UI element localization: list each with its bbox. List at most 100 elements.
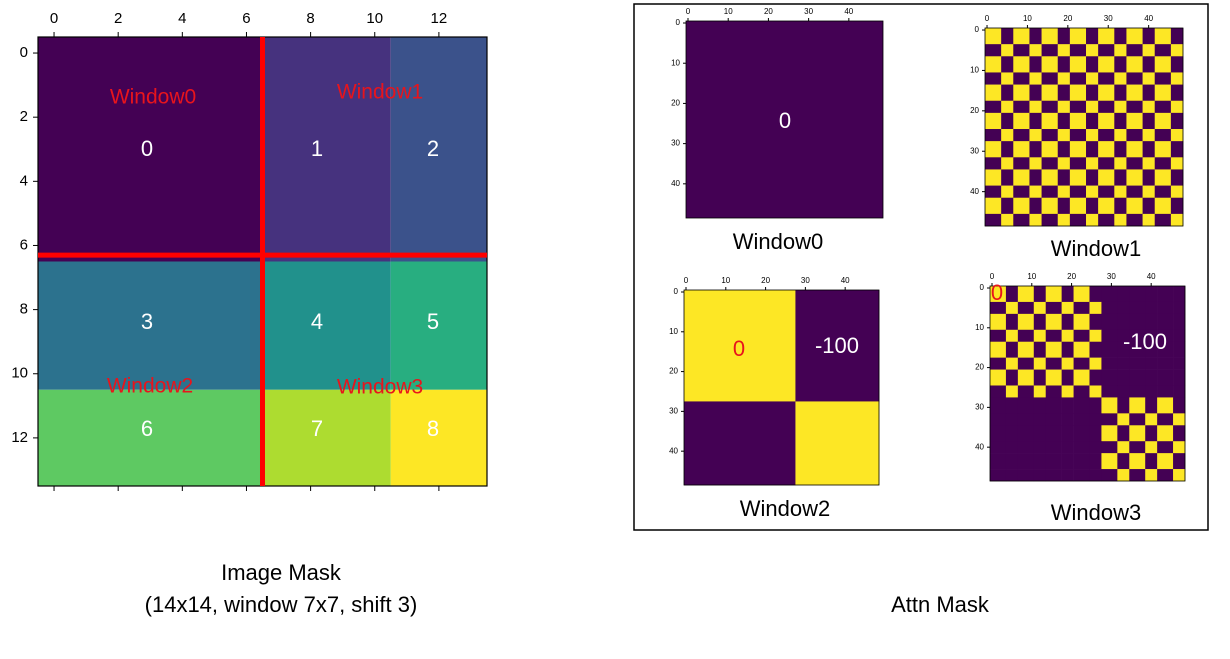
attn-cell [1117,329,1130,343]
attn-cell [1013,84,1030,102]
caption: (14x14, window 7x7, shift 3) [145,592,418,617]
attn-cell [1170,197,1184,215]
attn-cell [985,169,1002,186]
attn-cell [1045,469,1062,482]
region-label: 7 [311,416,323,441]
attn-cell [1033,357,1047,370]
attn-cell [1117,441,1130,454]
y-tick-label: 30 [671,139,680,148]
attn-cell [1129,441,1146,454]
attn-cell [1033,453,1047,470]
region-label: 1 [311,136,323,161]
attn-cell [1157,385,1174,398]
attn-cell [1173,329,1186,343]
x-tick-label: 4 [178,10,186,27]
attn-cell [1073,329,1090,343]
attn-cell [1157,413,1174,426]
attn-cell [1017,313,1035,331]
y-tick-label: 30 [975,402,984,411]
caption: Image Mask [221,560,342,585]
attn-cell [1126,213,1143,227]
attn-cell [1101,413,1118,426]
attn-cell [1017,385,1035,398]
attn-cell [1005,301,1019,315]
y-tick-label: 2 [20,108,28,125]
x-tick-label: 2 [114,10,122,27]
attn-cell [1157,369,1174,386]
attn-cell [1089,286,1102,303]
attn-cell [1157,329,1174,343]
y-tick-label: 20 [669,367,678,376]
attn-cell [1114,44,1127,57]
attn-cell [1170,141,1184,158]
attn-cell [1170,56,1184,73]
attn-cell [1001,169,1014,186]
attn-cell [1029,129,1042,142]
attn-cell [1061,397,1074,414]
attn-cell [1045,397,1062,414]
attn-cell [1114,84,1127,102]
attn-cell [1101,329,1118,343]
attn-cell [1117,369,1130,386]
attn-cell [1086,72,1099,85]
attn-cell [1114,100,1127,114]
y-tick-label: 6 [20,236,28,253]
y-tick-label: 30 [669,406,678,415]
attn-cell [1041,197,1059,215]
attn-cell [1001,84,1014,102]
attn-cell [985,44,1002,57]
x-tick-label: 20 [764,7,773,16]
attn-cell [1089,329,1102,343]
attn-cell [1086,84,1099,102]
attn-cell [1129,453,1146,470]
attn-cell [1061,357,1074,370]
attn-cell [1101,469,1118,482]
y-tick-label: 10 [11,365,28,382]
attn-cell [1013,44,1030,57]
attn-cell [1145,357,1158,370]
attn-cell [1041,213,1059,227]
attn-cell [990,469,1007,482]
attn-cell [1013,185,1030,199]
attn-cell [1005,453,1019,470]
attn-cell [990,341,1007,358]
attn-cell [1117,453,1130,470]
annotation: 0 [991,280,1003,305]
attn-cell [1098,84,1115,102]
x-tick-label: 6 [242,10,250,27]
attn-cell [1170,129,1184,142]
attn-cell [1073,369,1090,386]
attn-cell [1117,286,1130,303]
attn-cell [1154,72,1172,85]
y-tick-label: 40 [975,442,984,451]
attn-cell [1142,44,1156,57]
attn-cell [795,401,880,486]
attn-cell [1057,28,1071,45]
attn-cell [1061,425,1074,442]
attn-cell [1145,453,1158,470]
attn-cell [1057,157,1071,170]
x-tick-label: 10 [724,7,733,16]
region [262,261,391,390]
attn-cell [1017,286,1035,303]
attn-cell [990,286,1007,303]
attn-cell [1069,44,1087,57]
attn-cell [1142,169,1156,186]
attn-cell [1114,72,1127,85]
attn-cell [1029,84,1042,102]
attn-cell [1061,369,1074,386]
y-tick-label: 20 [970,106,979,115]
attn-cell [1117,385,1130,398]
y-tick-label: 0 [676,18,681,27]
y-tick-label: 8 [20,301,28,318]
attn-cell [1045,301,1062,315]
attn-cell [1098,28,1115,45]
attn-cell [1086,100,1099,114]
attn-cell [1041,169,1059,186]
attn-cell [1101,369,1118,386]
attn-cell [1069,213,1087,227]
attn-cell [1033,369,1047,386]
attn-cell [1005,357,1019,370]
attn-cell [1001,100,1014,114]
